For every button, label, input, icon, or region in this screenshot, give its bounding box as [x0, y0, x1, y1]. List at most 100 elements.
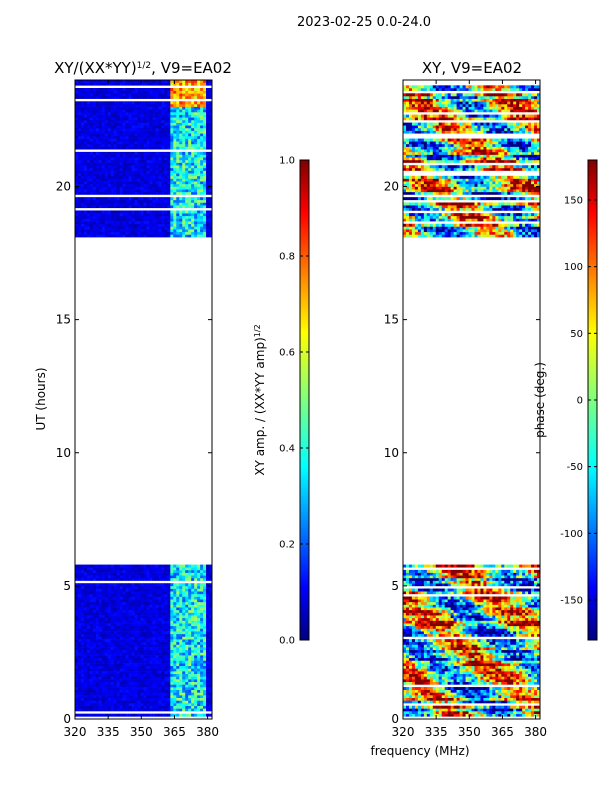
heatmap-cell	[77, 639, 82, 643]
heatmap-cell	[176, 133, 180, 137]
heatmap-cell	[176, 567, 180, 571]
heatmap-cell	[143, 103, 147, 107]
heatmap-cell	[113, 591, 118, 595]
heatmap-cell	[170, 567, 174, 571]
heatmap-cell	[95, 644, 100, 648]
heatmap-cell	[134, 575, 138, 579]
heatmap-cell	[98, 157, 103, 161]
heatmap-cell	[122, 109, 127, 113]
heatmap-cell	[197, 665, 201, 669]
heatmap-cell	[206, 657, 210, 661]
heatmap-cell	[158, 189, 162, 193]
heatmap-cell	[75, 564, 79, 568]
heatmap-cell	[209, 141, 213, 145]
heatmap-cell	[116, 138, 121, 142]
heatmap-cell	[122, 572, 127, 576]
heatmap-cell	[203, 183, 207, 187]
heatmap-cell	[98, 567, 103, 571]
heatmap-cell	[110, 668, 115, 672]
heatmap-cell	[140, 583, 144, 587]
heatmap-cell	[86, 644, 91, 648]
heatmap-cell	[125, 681, 130, 685]
heatmap-cell	[191, 671, 195, 675]
heatmap-cell	[161, 202, 165, 206]
heatmap-cell	[128, 700, 132, 704]
heatmap-cell	[134, 623, 138, 627]
heatmap-cell	[137, 700, 141, 704]
heatmap-cell	[116, 157, 121, 161]
heatmap-cell	[179, 165, 183, 169]
heatmap-cell	[107, 679, 112, 683]
heatmap-cell	[158, 649, 162, 653]
heatmap-cell	[182, 205, 186, 209]
heatmap-cell	[170, 119, 174, 123]
heatmap-cell	[194, 82, 198, 86]
heatmap-cell	[209, 575, 213, 579]
heatmap-cell	[101, 234, 106, 238]
heatmap-cell	[206, 572, 210, 576]
heatmap-cell	[161, 572, 165, 576]
heatmap-cell	[125, 183, 130, 187]
heatmap-cell	[206, 609, 210, 613]
heatmap-cell	[131, 695, 135, 698]
heatmap-cell	[149, 229, 153, 233]
heatmap-cell	[113, 631, 118, 635]
heatmap-cell	[209, 181, 213, 185]
heatmap-cell	[137, 631, 141, 635]
heatmap-cell	[89, 231, 94, 235]
heatmap-cell	[116, 106, 121, 110]
heatmap-cell	[83, 620, 88, 624]
heatmap-cell	[158, 95, 162, 99]
heatmap-cell	[80, 679, 85, 683]
heatmap-cell	[209, 199, 213, 203]
heatmap-cell	[134, 700, 138, 704]
heatmap-cell	[77, 87, 82, 91]
heatmap-cell	[173, 154, 177, 158]
heatmap-cell	[149, 588, 153, 592]
heatmap-cell	[152, 146, 156, 150]
heatmap-cell	[80, 101, 85, 105]
heatmap-cell	[143, 668, 147, 672]
heatmap-cell	[110, 106, 115, 110]
heatmap-cell	[164, 687, 168, 691]
heatmap-cell	[182, 226, 186, 230]
heatmap-cell	[119, 231, 124, 235]
heatmap-cell	[101, 135, 106, 139]
heatmap-cell	[158, 130, 162, 134]
heatmap-cell	[107, 223, 112, 227]
heatmap-cell	[191, 583, 195, 587]
heatmap-cell	[185, 95, 189, 99]
heatmap-cell	[197, 649, 201, 653]
heatmap-cell	[182, 692, 186, 696]
heatmap-cell	[134, 692, 138, 696]
heatmap-cell	[116, 141, 121, 145]
heatmap-cell	[86, 90, 91, 94]
heatmap-cell	[122, 223, 127, 227]
heatmap-cell	[125, 663, 130, 667]
heatmap-cell	[128, 681, 132, 685]
heatmap-cell	[164, 229, 168, 233]
heatmap-cell	[131, 111, 135, 115]
heatmap-cell	[143, 199, 147, 203]
heatmap-cell	[125, 80, 130, 83]
heatmap-cell	[161, 103, 165, 107]
heatmap-cell	[194, 633, 198, 637]
heatmap-cell	[75, 159, 79, 163]
heatmap-cell	[75, 700, 79, 704]
heatmap-cell	[89, 199, 94, 203]
heatmap-cell	[119, 175, 124, 179]
heatmap-cell	[134, 197, 138, 201]
heatmap-cell	[131, 679, 135, 683]
heatmap-cell	[194, 583, 198, 587]
heatmap-cell	[140, 218, 144, 222]
heatmap-cell	[152, 197, 156, 201]
heatmap-cell	[89, 189, 94, 193]
heatmap-cell	[152, 636, 156, 640]
heatmap-cell	[152, 167, 156, 171]
heatmap-cell	[167, 231, 171, 235]
heatmap-cell	[80, 157, 85, 161]
heatmap-cell	[161, 95, 165, 99]
heatmap-cell	[77, 644, 82, 648]
heatmap-cell	[158, 609, 162, 613]
heatmap-cell	[188, 223, 192, 227]
